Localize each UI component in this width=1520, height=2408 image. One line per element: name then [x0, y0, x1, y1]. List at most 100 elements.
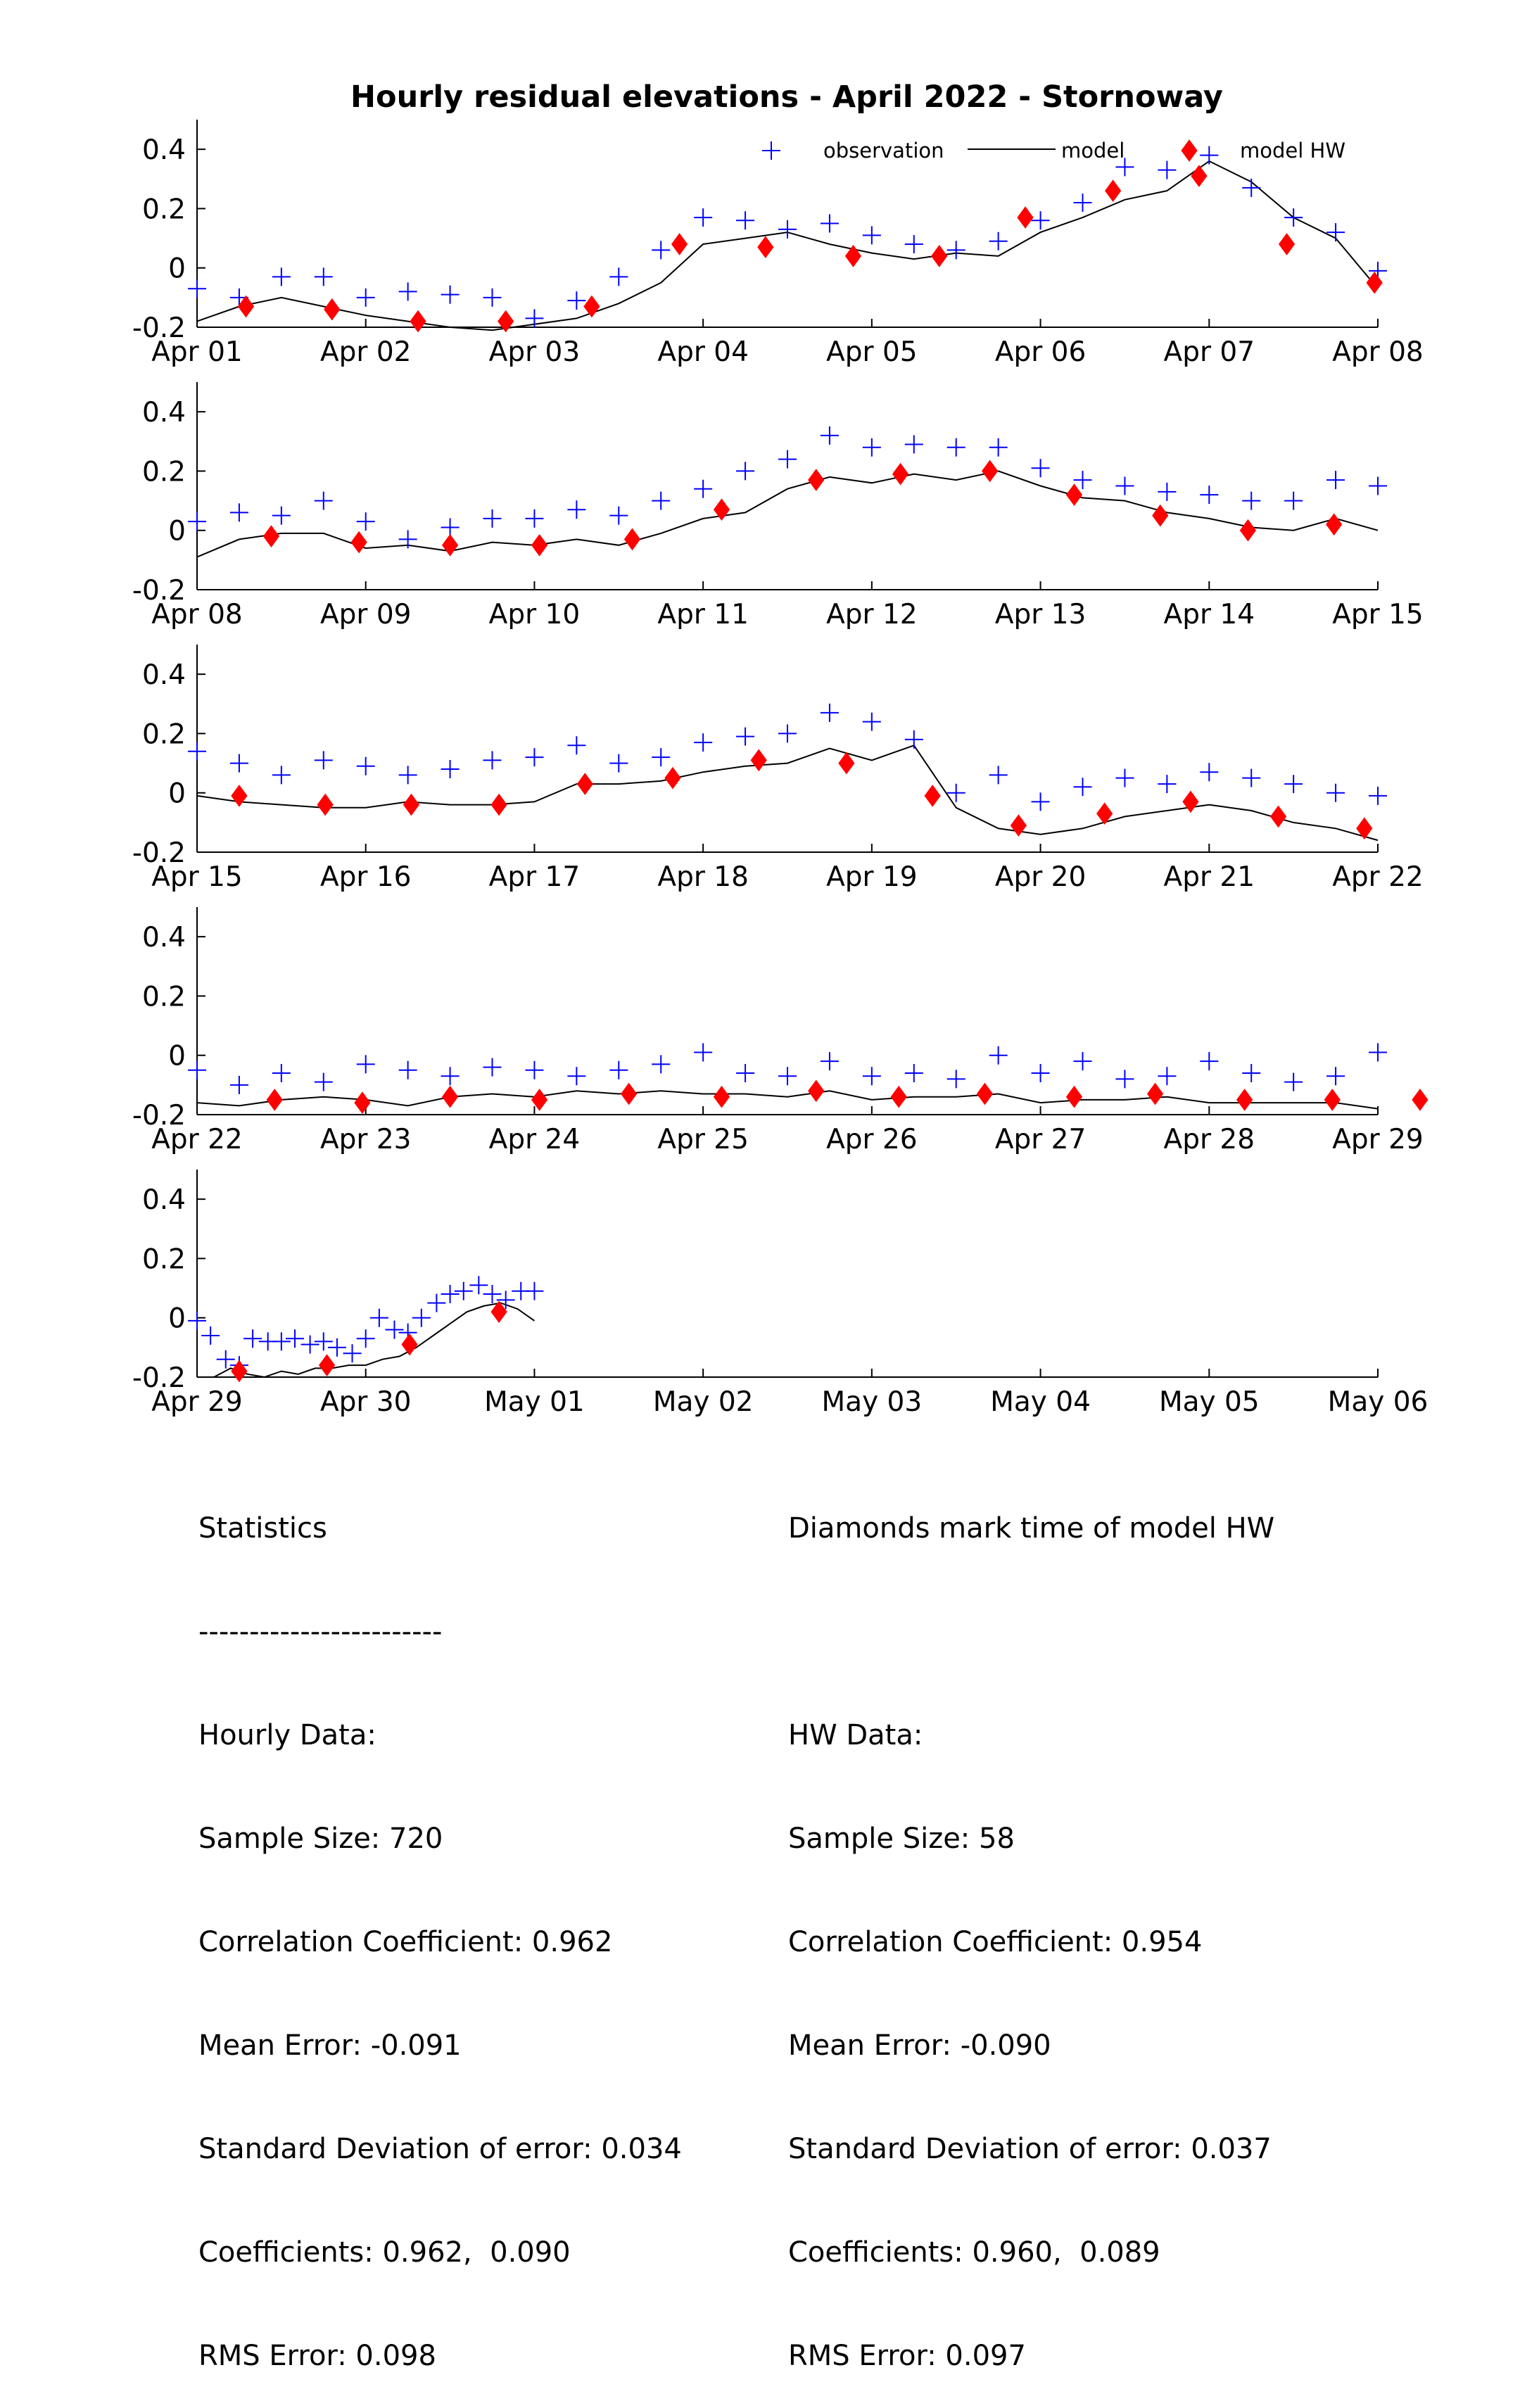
- model-hw-point: [531, 533, 548, 557]
- observation-point: [412, 1308, 431, 1327]
- observation-point: [567, 500, 586, 519]
- observation-point: [609, 506, 628, 525]
- x-tick-label: Apr 09: [320, 599, 412, 630]
- y-tick-label: 0: [168, 778, 186, 810]
- observation-point: [652, 241, 671, 260]
- observation-point: [1115, 768, 1134, 787]
- hw-coefficients: Coefficients: 0.960, 0.089: [788, 2236, 1160, 2269]
- observation-point: [398, 1060, 417, 1079]
- x-tick-label: Apr 20: [995, 861, 1087, 893]
- observation-point: [778, 220, 797, 239]
- model-hw-point: [623, 528, 641, 551]
- observation-point: [1242, 1064, 1261, 1082]
- observation-point: [483, 751, 502, 770]
- observation-point: [946, 241, 965, 260]
- observation-point: [201, 1326, 220, 1345]
- observation-point: [483, 1285, 502, 1303]
- panel-4: -0.2 0 0.2 0.4 Apr 22 Apr 23 Apr 24 Apr 25 Apr 2…: [132, 907, 1429, 1155]
- observation-point: [427, 1293, 446, 1312]
- residual-elevations-figure: Hourly residual elevations - April 2022 …: [132, 80, 1429, 1418]
- model-hw-point: [1236, 1089, 1253, 1111]
- y-tick-label: 0: [168, 1041, 186, 1072]
- observation-point: [1073, 471, 1092, 490]
- hourly-rms-error: RMS Error: 0.098: [198, 2340, 436, 2372]
- observation-point: [1284, 491, 1303, 510]
- observation-point: [525, 309, 544, 328]
- observation-point: [1326, 223, 1345, 242]
- x-tick-label: Apr 03: [489, 336, 581, 368]
- observation-point: [946, 438, 965, 457]
- observation-point: [286, 1329, 305, 1348]
- model-hw-point: [664, 766, 681, 790]
- model-hw-point: [757, 236, 774, 259]
- observation-point: [694, 208, 713, 227]
- observation-point: [1200, 146, 1219, 165]
- observation-point: [1284, 208, 1303, 227]
- observation-point: [778, 724, 797, 743]
- observation-point: [525, 509, 544, 528]
- observation-point: [398, 282, 417, 301]
- x-tick-label: Apr 30: [320, 1386, 412, 1418]
- legend-hw-label: model HW: [1240, 139, 1345, 163]
- model-hw-point: [1065, 1085, 1083, 1108]
- observation-point: [736, 211, 755, 230]
- legend: observation model model HW: [762, 139, 1345, 163]
- model-hw-point: [490, 793, 507, 816]
- model-hw-point: [531, 1089, 548, 1111]
- observation-point: [820, 1052, 839, 1071]
- observation-point: [1200, 486, 1219, 505]
- x-tick-label: Apr 11: [657, 599, 749, 630]
- observation-point: [441, 285, 460, 304]
- hourly-sample-size: Sample Size: 720: [198, 1823, 443, 1855]
- observation-point: [1284, 1072, 1303, 1091]
- x-tick-label: May 01: [484, 1386, 585, 1418]
- model-hw-point: [237, 295, 255, 318]
- model-hw-point: [931, 245, 948, 267]
- hw-correlation: Correlation Coefficient: 0.954: [788, 1926, 1203, 1958]
- hw-std-error: Standard Deviation of error: 0.037: [788, 2133, 1272, 2165]
- observation-point: [862, 438, 881, 457]
- observation-point: [904, 1064, 923, 1082]
- x-tick-label: Apr 14: [1164, 599, 1255, 630]
- observation-point: [385, 1320, 404, 1339]
- model-line: [196, 1090, 1379, 1110]
- observation-point: [904, 730, 923, 749]
- observation-point: [778, 450, 797, 469]
- model-hw-point: [844, 245, 862, 267]
- observation-point: [314, 751, 333, 770]
- observation-point: [609, 267, 628, 286]
- observation-point: [1158, 1067, 1177, 1086]
- model-hw-point: [262, 525, 280, 547]
- y-tick-label: 0.2: [142, 1243, 186, 1275]
- x-tick-label: Apr 29: [151, 1386, 243, 1418]
- observation-point: [652, 748, 671, 767]
- model-hw-point: [671, 233, 688, 255]
- observation-point: [904, 435, 923, 454]
- stats-divider: ------------------------: [198, 1616, 443, 1648]
- model-hw-point: [1152, 504, 1169, 527]
- x-tick-label: Apr 25: [657, 1124, 749, 1155]
- observation-point: [1073, 194, 1092, 212]
- observation-point: [1200, 763, 1219, 782]
- observation-point: [483, 288, 502, 307]
- x-tick-label: Apr 12: [826, 599, 918, 630]
- observation-point: [1242, 768, 1261, 787]
- observation-point: [1031, 1064, 1050, 1082]
- model-hw-point: [713, 498, 730, 521]
- observation-point: [525, 1281, 544, 1300]
- observation-point: [441, 760, 460, 778]
- observation-point: [1242, 178, 1261, 197]
- observation-point: [314, 267, 333, 286]
- observation-point: [862, 712, 881, 731]
- observation-point: [272, 506, 291, 525]
- model-hw-point: [403, 793, 420, 816]
- observation-point: [1115, 1070, 1134, 1089]
- observation-point: [1073, 778, 1092, 797]
- model-hw-point: [1182, 790, 1199, 813]
- model-hw-point: [1105, 179, 1122, 202]
- hourly-data-label: Hourly Data:: [198, 1719, 376, 1751]
- observation-point: [567, 291, 586, 310]
- observation-point: [229, 754, 248, 773]
- model-hw-point: [713, 1085, 730, 1108]
- y-tick-label: -0.2: [132, 1362, 186, 1394]
